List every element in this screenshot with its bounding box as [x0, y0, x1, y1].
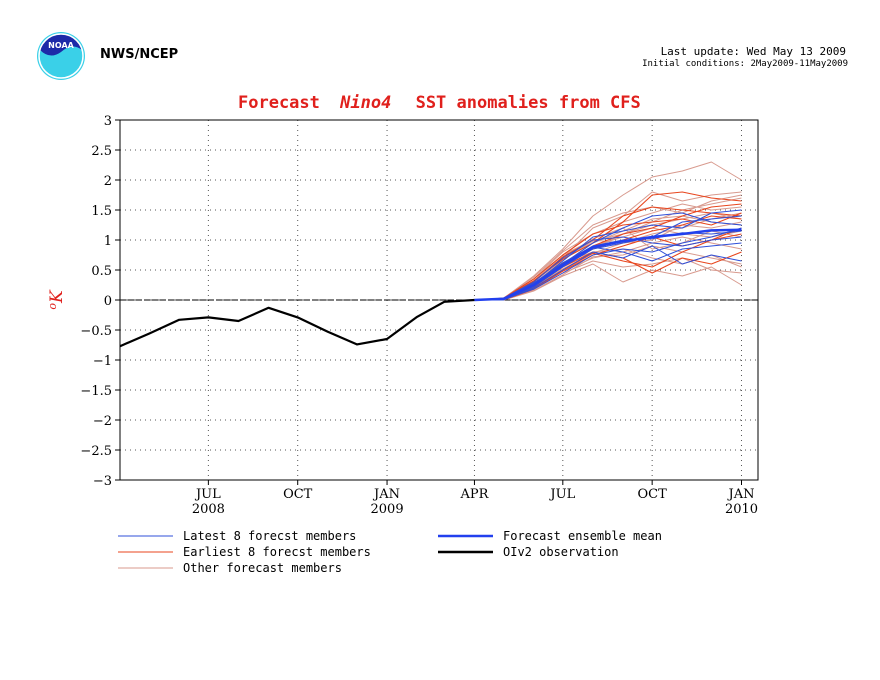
legend-label: Other forecast members [183, 561, 342, 575]
y-tick-label: 2 [104, 174, 112, 189]
latest-member-line [474, 212, 742, 301]
y-tick-label: 1.5 [91, 204, 112, 219]
chart-title: Forecast Nino4 SST anomalies from CFS [238, 93, 641, 113]
x-tick-year: 2008 [192, 502, 225, 517]
y-tick-label: 2.5 [91, 144, 112, 159]
observation-line [119, 298, 475, 348]
x-tick-year: 2010 [725, 502, 758, 517]
legend-label: Forecast ensemble mean [503, 529, 662, 543]
other-member-line [474, 212, 742, 301]
main-series [119, 228, 742, 348]
title-prefix: Forecast [238, 93, 320, 113]
logo-bird-shape [40, 34, 82, 56]
ensemble-mean-line [474, 228, 742, 302]
noaa-logo: NOAA [36, 30, 86, 87]
title-italic: Nino4 [339, 93, 391, 113]
y-tick-label: −1 [93, 354, 112, 369]
y-tick-label: −0.5 [80, 324, 112, 339]
y-tick-label: −2.5 [80, 444, 112, 459]
agency-label: NWS/NCEP [100, 47, 179, 62]
y-axis-label-o: o [46, 303, 59, 310]
earliest-member-line [474, 212, 742, 301]
x-tick-label: JAN [372, 487, 400, 502]
x-tick-label: JAN [726, 487, 754, 502]
x-tick-label: APR [459, 487, 489, 502]
initial-conditions: Initial conditions: 2May2009-11May2009 [642, 59, 848, 69]
other-member-line [474, 197, 742, 301]
earliest-member-line [474, 191, 742, 301]
y-tick-label: 3 [104, 114, 112, 129]
earliest-member-line [474, 206, 742, 301]
legend: Latest 8 forecst members Earliest 8 forec… [118, 529, 662, 575]
y-axis: −3 −2.5 −2 −1.5 −1 −0.5 0 0.5 1 1.5 2 2.5 3 [80, 114, 120, 489]
last-update: Last update: Wed May 13 2009 [660, 45, 846, 58]
y-tick-label: 0.5 [91, 264, 112, 279]
logo-text: NOAA [48, 41, 74, 50]
x-tick-label: OCT [283, 487, 313, 502]
y-axis-label: oK [46, 289, 67, 310]
x-tick-label: JUL [548, 487, 575, 502]
other-member-line [474, 245, 742, 301]
latest-member-line [474, 236, 742, 301]
y-tick-label: −2 [93, 414, 112, 429]
legend-label: Latest 8 forecst members [183, 529, 356, 543]
y-tick-label: −1.5 [80, 384, 112, 399]
legend-label: Earliest 8 forecst members [183, 545, 371, 559]
y-tick-label: −3 [93, 474, 112, 489]
latest-member-line [474, 227, 742, 301]
other-member-line [474, 194, 742, 301]
legend-label: OIv2 observation [503, 545, 619, 559]
grid [120, 120, 758, 480]
x-tick-label: JUL [194, 487, 221, 502]
y-axis-label-k: K [47, 289, 67, 304]
y-tick-label: 0 [104, 294, 112, 309]
x-tick-year: 2009 [371, 502, 404, 517]
y-tick-label: 1 [104, 234, 112, 249]
other-member-line [474, 212, 742, 301]
x-tick-label: OCT [638, 487, 668, 502]
title-rest: SST anomalies from CFS [416, 93, 641, 113]
